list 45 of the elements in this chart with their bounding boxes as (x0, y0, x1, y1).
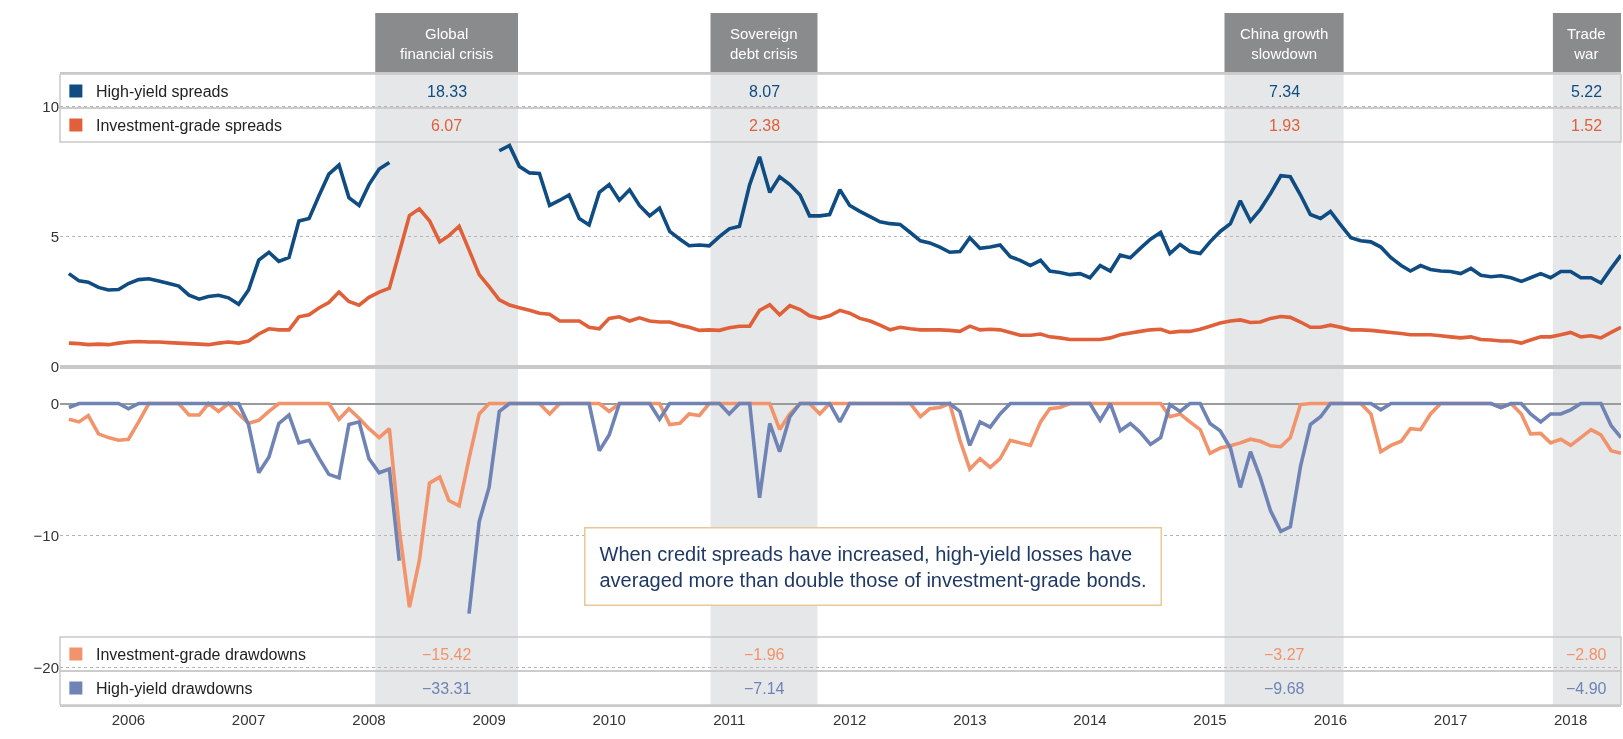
annotation: 7.34 (1269, 83, 1301, 100)
legend-label: High-yield spreads (96, 83, 229, 100)
x-tick-label: 2011 (713, 710, 746, 728)
band-label: Sovereign debt crisis (730, 25, 798, 62)
x-tick-label: 2007 (231, 710, 266, 728)
x-tick-label: 2010 (592, 710, 626, 728)
x-tick-label: 2014 (1073, 710, 1107, 728)
legend-label: Investment-grade drawdowns (96, 646, 306, 663)
y-tick-label: −10 (33, 526, 59, 544)
annotation: 2.38 (749, 117, 781, 134)
annotation: 1.52 (1571, 117, 1603, 134)
band-label: Trade war (1567, 25, 1606, 62)
line-series (67, 207, 1621, 347)
annotation: 1.93 (1269, 117, 1301, 134)
y-tick-label: −20 (33, 658, 59, 676)
band-label: Global financial crisis (400, 25, 494, 62)
annotation: −7.14 (744, 680, 785, 697)
annotation: −33.31 (422, 680, 472, 697)
annotation: −15.42 (422, 646, 472, 663)
legend-label: High-yield drawdowns (96, 680, 253, 697)
annotation: −2.80 (1566, 646, 1607, 663)
annotation: When credit spreads have increased, high-yield losses have averaged more than double those of investment-grade bonds. (599, 542, 1147, 591)
y-tick-label: 0 (50, 358, 59, 376)
annotation: −1.96 (744, 646, 785, 663)
annotation: 6.07 (431, 117, 463, 134)
legend-label: Investment-grade spreads (96, 117, 282, 134)
x-tick-label: 2006 (111, 710, 146, 728)
x-tick-label: 2012 (833, 710, 867, 728)
x-tick-label: 2015 (1193, 710, 1227, 728)
x-tick-label: 2016 (1313, 710, 1348, 728)
annotation: −3.27 (1264, 646, 1305, 663)
y-tick-label: 0 (50, 394, 59, 412)
annotation: −4.90 (1566, 680, 1607, 697)
y-tick-label: 5 (50, 227, 59, 245)
y-tick-label: 10 (42, 97, 59, 115)
x-tick-label: 2018 (1553, 710, 1588, 728)
annotation: 18.33 (427, 83, 468, 100)
x-tick-label: 2013 (953, 710, 987, 728)
annotation: 8.07 (749, 83, 781, 100)
annotation: −9.68 (1264, 680, 1305, 697)
band-label: China growth slowdown (1240, 25, 1329, 62)
x-tick-label: 2017 (1433, 710, 1468, 728)
x-tick-label: 2009 (472, 710, 506, 728)
x-tick-label: 2008 (352, 710, 386, 728)
annotation: 5.22 (1571, 83, 1603, 100)
